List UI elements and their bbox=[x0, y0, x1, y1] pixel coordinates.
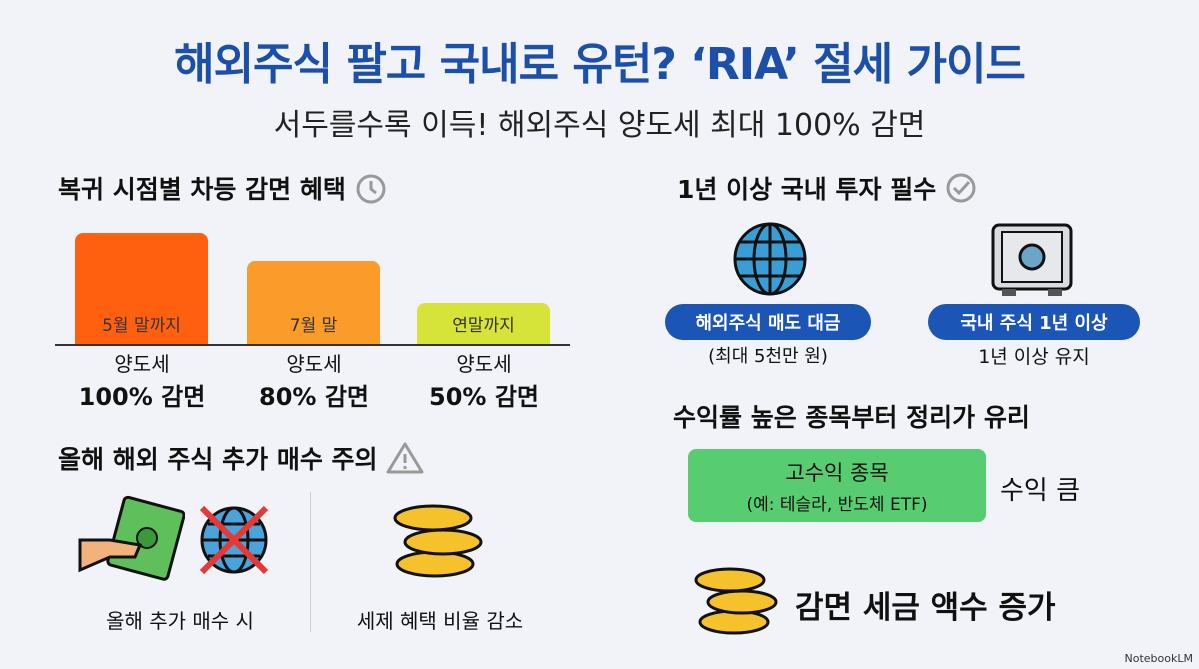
bar-3: 연말까지 bbox=[417, 303, 550, 344]
globe-crossed-icon bbox=[199, 505, 269, 575]
warning-icon bbox=[386, 442, 424, 474]
bar-caption: 양도세 50% 감면 bbox=[404, 348, 564, 412]
heading-text: 1년 이상 국내 투자 필수 bbox=[677, 175, 937, 204]
bar-label: 5월 말까지 bbox=[102, 316, 181, 336]
chart-baseline bbox=[55, 344, 570, 346]
box-example: (예: 테슬라, 반도체 ETF) bbox=[746, 495, 928, 515]
caption-tax: 양도세 bbox=[456, 352, 512, 376]
alarm-clock-icon bbox=[356, 174, 386, 204]
bar-2: 7월 말 bbox=[247, 261, 380, 344]
caption-reduction: 80% 감면 bbox=[259, 383, 369, 411]
heading-text: 올해 해외 주식 추가 매수 주의 bbox=[58, 445, 378, 474]
coins-icon bbox=[393, 504, 483, 578]
caption-reduction: 100% 감면 bbox=[78, 383, 206, 411]
domestic-hold-pill: 국내 주식 1년 이상 bbox=[928, 304, 1140, 340]
bar-caption: 양도세 100% 감면 bbox=[62, 348, 222, 412]
section-heading-holding: 1년 이상 국내 투자 필수 bbox=[677, 170, 978, 206]
hand-money-icon bbox=[78, 495, 185, 581]
heading-text: 수익률 높은 종목부터 정리가 유리 bbox=[673, 403, 1030, 432]
high-return-box: 고수익 종목 (예: 테슬라, 반도체 ETF) bbox=[688, 449, 986, 522]
bar-label: 연말까지 bbox=[452, 316, 515, 336]
overseas-sale-pill: 해외주식 매도 대금 bbox=[665, 304, 871, 340]
divider bbox=[310, 492, 311, 632]
page-title: 해외주식 팔고 국내로 유턴? ‘RIA’ 절세 가이드 bbox=[174, 39, 1026, 90]
tax-saving-increase: 감면 세금 액수 증가 bbox=[795, 590, 1056, 626]
caption-tax: 양도세 bbox=[286, 352, 342, 376]
bar-label: 7월 말 bbox=[289, 316, 338, 336]
section-heading-strategy: 수익률 높은 종목부터 정리가 유리 bbox=[673, 398, 1030, 434]
check-circle-icon bbox=[946, 173, 976, 203]
safe-icon bbox=[991, 223, 1073, 296]
section-heading-timing: 복귀 시점별 차등 감면 혜택 bbox=[58, 170, 388, 206]
bar-1: 5월 말까지 bbox=[75, 233, 208, 344]
extra-purchase-label: 올해 추가 매수 시 bbox=[106, 609, 254, 633]
box-title: 고수익 종목 bbox=[785, 461, 889, 485]
caption-tax: 양도세 bbox=[114, 352, 170, 376]
reduction-bar-chart: 5월 말까지 7월 말 연말까지 bbox=[70, 220, 570, 344]
globe-icon bbox=[733, 222, 807, 296]
page-subtitle: 서두를수록 이득! 해외주식 양도세 최대 100% 감면 bbox=[273, 108, 926, 143]
caption-reduction: 50% 감면 bbox=[429, 383, 539, 411]
bar-caption: 양도세 80% 감면 bbox=[234, 348, 394, 412]
section-heading-warning: 올해 해외 주식 추가 매수 주의 bbox=[58, 440, 424, 476]
overseas-sale-limit: (최대 5천만 원) bbox=[708, 346, 828, 367]
benefit-reduction-label: 세제 혜택 비율 감소 bbox=[356, 609, 524, 633]
large-profit-label: 수익 큼 bbox=[1000, 476, 1081, 506]
heading-text: 복귀 시점별 차등 감면 혜택 bbox=[58, 175, 346, 204]
coins-icon bbox=[694, 567, 778, 635]
domestic-hold-sub: 1년 이상 유지 bbox=[978, 346, 1090, 368]
watermark: NotebookLM bbox=[1124, 652, 1193, 665]
